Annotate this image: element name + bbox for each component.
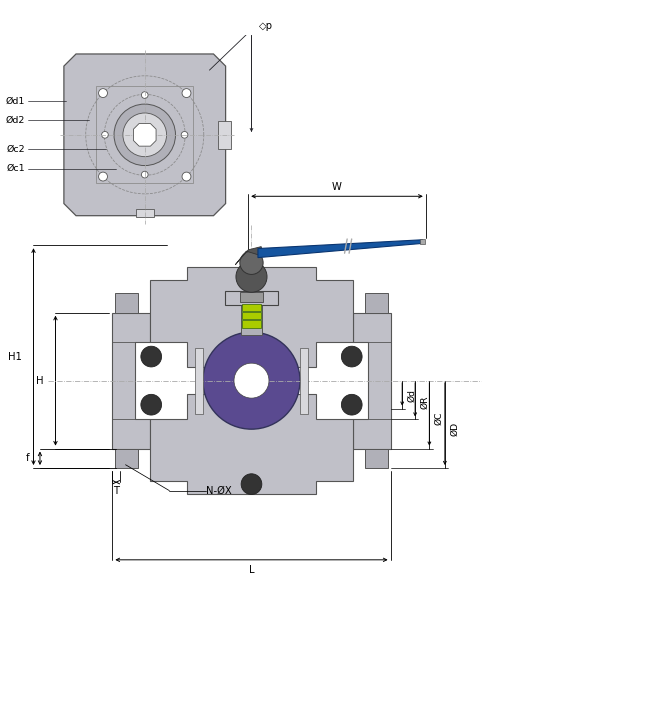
Text: Øc1: Øc1	[6, 164, 25, 173]
Circle shape	[341, 347, 362, 367]
Text: H1: H1	[8, 352, 22, 362]
Circle shape	[234, 363, 269, 398]
Circle shape	[203, 332, 300, 429]
Text: L: L	[249, 565, 254, 575]
Polygon shape	[235, 246, 263, 265]
Circle shape	[99, 89, 107, 97]
Text: f: f	[26, 453, 30, 463]
Bar	[241, 300, 262, 335]
Bar	[365, 294, 387, 313]
Polygon shape	[112, 313, 150, 448]
Bar	[365, 448, 387, 468]
Circle shape	[123, 113, 166, 157]
Text: N-ØX: N-ØX	[206, 485, 232, 495]
Circle shape	[236, 261, 267, 292]
Circle shape	[141, 395, 162, 415]
Polygon shape	[353, 313, 391, 448]
Circle shape	[341, 395, 362, 415]
Bar	[136, 209, 153, 217]
Bar	[116, 294, 138, 313]
Circle shape	[182, 172, 191, 181]
Text: Øc2: Øc2	[6, 145, 25, 154]
Text: T: T	[113, 486, 119, 496]
Polygon shape	[64, 54, 226, 216]
Bar	[240, 292, 263, 302]
Text: ◇p: ◇p	[259, 21, 273, 32]
Bar	[242, 321, 261, 327]
Text: Ød: Ød	[408, 389, 417, 402]
Polygon shape	[133, 124, 156, 146]
Circle shape	[181, 132, 188, 138]
Circle shape	[142, 171, 148, 178]
Polygon shape	[150, 268, 353, 367]
Text: H: H	[36, 376, 44, 386]
Circle shape	[241, 474, 262, 495]
Circle shape	[99, 172, 107, 181]
Bar	[225, 291, 278, 305]
Polygon shape	[258, 240, 422, 258]
Bar	[242, 304, 261, 311]
Bar	[300, 348, 308, 414]
Circle shape	[142, 92, 148, 98]
Bar	[194, 348, 203, 414]
Text: W: W	[332, 183, 342, 192]
Circle shape	[240, 251, 263, 274]
Circle shape	[141, 347, 162, 367]
Polygon shape	[150, 395, 353, 494]
Text: Ød1: Ød1	[6, 97, 25, 105]
Bar	[218, 120, 231, 149]
Text: ØR: ØR	[421, 395, 429, 409]
Bar	[242, 312, 261, 319]
Text: ØC: ØC	[435, 411, 443, 425]
Bar	[116, 448, 138, 468]
Circle shape	[114, 104, 176, 165]
Bar	[96, 87, 193, 183]
Circle shape	[182, 89, 191, 97]
Circle shape	[101, 132, 109, 138]
Text: ØD: ØD	[450, 422, 459, 436]
Bar	[420, 239, 425, 244]
Text: Ød2: Ød2	[6, 116, 25, 125]
